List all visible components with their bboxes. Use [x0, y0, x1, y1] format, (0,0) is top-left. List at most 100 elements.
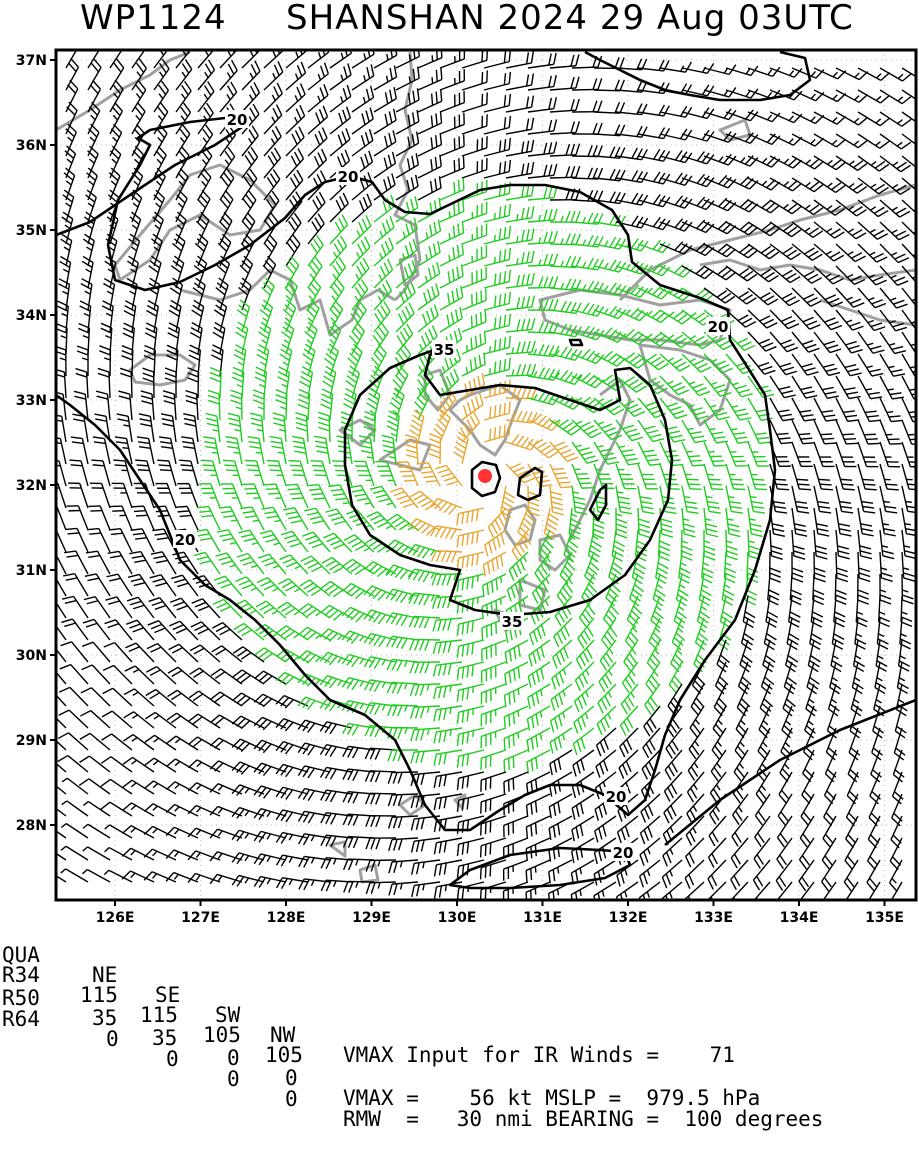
wind-barb — [792, 200, 823, 215]
wind-barb — [286, 484, 308, 508]
wind-barb — [704, 486, 721, 513]
wind-barb — [65, 528, 88, 552]
wind-barb — [38, 687, 66, 706]
wind-barb — [354, 461, 374, 486]
wind-barb — [144, 849, 176, 860]
wind-barb — [890, 860, 902, 892]
wind-barb — [264, 484, 286, 508]
wind-barb — [79, 779, 110, 794]
wind-barb — [101, 779, 132, 794]
wind-barb — [69, 460, 88, 486]
wind-barb — [792, 442, 813, 466]
wind-barb — [836, 178, 867, 193]
wind-barb — [755, 816, 770, 847]
wind-barb — [758, 728, 770, 760]
wind-barb — [527, 750, 550, 774]
wind-barb — [858, 90, 889, 103]
wind-barb — [713, 706, 726, 738]
wind-barb — [660, 129, 692, 140]
cell: 105 — [203, 1025, 241, 1045]
wind-barb — [708, 882, 726, 911]
wind-barb — [770, 112, 802, 123]
wind-barb — [528, 414, 560, 430]
wind-barb — [858, 420, 880, 444]
wind-barb — [166, 827, 198, 838]
wind-barb — [440, 286, 463, 310]
wind-barb — [462, 267, 486, 288]
wind-barb — [132, 506, 154, 530]
wind-barb — [62, 778, 88, 794]
wind-barb — [40, 778, 66, 794]
wind-barb — [418, 305, 438, 332]
wind-barb — [814, 90, 846, 102]
wind-barb — [167, 759, 198, 772]
wind-barb — [310, 461, 330, 486]
wind-barb — [481, 794, 506, 814]
wind-barb — [308, 63, 328, 90]
wind-barb — [779, 772, 792, 803]
wind-barb — [653, 574, 665, 606]
lat-label: 34N — [16, 308, 47, 324]
wind-barb — [571, 882, 594, 906]
wind-barb — [167, 713, 198, 728]
wind-barb — [320, 722, 352, 734]
wind-barb — [814, 156, 845, 170]
wind-barb — [504, 772, 528, 794]
wind-barb — [283, 300, 295, 332]
wind-barb — [825, 750, 836, 782]
wind-barb — [233, 647, 264, 662]
wind-barb — [836, 420, 858, 444]
wind-barb — [748, 420, 771, 443]
wind-barb — [504, 860, 528, 881]
wind-barb — [188, 783, 220, 794]
lon-label: 130E — [438, 910, 477, 925]
wind-barb — [682, 464, 702, 489]
wind-barb — [188, 828, 220, 838]
wind-barb — [320, 699, 352, 711]
wind-barb — [552, 662, 572, 689]
wind-barb — [123, 757, 154, 772]
wind-barb — [770, 398, 794, 421]
wind-barb — [748, 442, 769, 466]
wind-barb — [792, 90, 824, 101]
wind-barb — [292, 436, 308, 464]
wind-barb — [144, 872, 176, 882]
wind-barb — [276, 810, 308, 822]
wind-barb — [550, 464, 572, 488]
wind-barb — [891, 816, 902, 848]
wind-barb — [320, 745, 352, 757]
wind-barb — [283, 508, 308, 530]
lat-label: 37N — [16, 53, 47, 69]
wind-barb — [462, 331, 486, 354]
wind-barb — [188, 805, 220, 816]
storm-center-marker — [478, 469, 492, 483]
wind-barb — [699, 574, 711, 605]
table-row-r50: R50 35 35 0 0 VMAX = 56 kt MSLP = 979.5 … — [0, 968, 51, 988]
wind-barb — [625, 618, 638, 650]
wind-barb — [858, 112, 889, 126]
wind-barb — [893, 772, 904, 804]
wind-barb — [61, 824, 88, 838]
wind-barb — [457, 552, 484, 570]
wind-barb — [574, 706, 594, 734]
wind-barb — [123, 803, 154, 816]
wind-barb — [458, 772, 484, 790]
wind-barb — [262, 507, 286, 530]
wind-barb — [792, 398, 816, 421]
wind-barb — [844, 860, 858, 891]
wind-barb — [457, 662, 484, 680]
wind-barb — [132, 81, 146, 112]
wind-barb — [528, 684, 550, 709]
wind-barb — [482, 640, 506, 661]
wind-barb — [63, 574, 88, 596]
wind-barb — [726, 398, 751, 420]
wind-barb — [343, 746, 374, 758]
wind-barb — [123, 780, 154, 794]
wind-barb — [62, 801, 88, 816]
table-header-row: QUA NE SE SW NW VMAX Input for IR Winds … — [0, 925, 51, 945]
wind-barb — [649, 618, 662, 650]
wind-barb — [798, 882, 814, 913]
wind-barb — [550, 486, 564, 515]
wind-barb — [440, 135, 464, 156]
